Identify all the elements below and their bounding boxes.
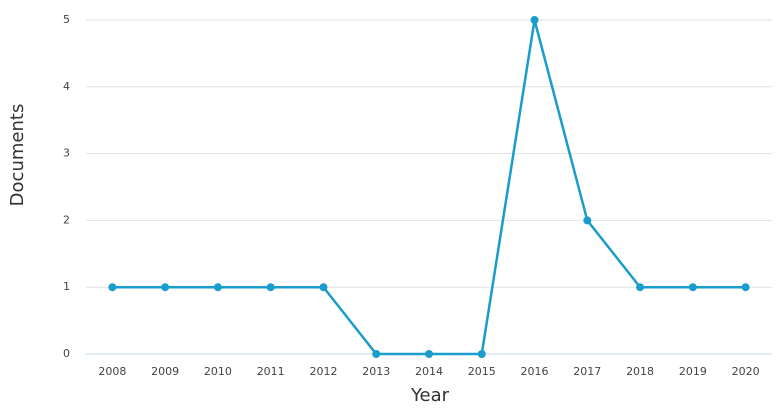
data-point — [108, 283, 117, 292]
y-tick-label: 5 — [63, 13, 70, 26]
data-point — [372, 350, 381, 358]
x-tick-label: 2011 — [257, 365, 285, 378]
x-tick-label: 2013 — [362, 365, 390, 378]
data-point — [213, 283, 222, 292]
data-point — [583, 216, 592, 225]
data-point — [161, 283, 170, 292]
x-tick-label: 2009 — [151, 365, 179, 378]
x-tick-label: 2012 — [309, 365, 337, 378]
y-tick-label: 1 — [63, 280, 70, 293]
x-tick-label: 2014 — [415, 365, 443, 378]
data-point — [319, 283, 328, 292]
x-tick-label: 2010 — [204, 365, 232, 378]
y-tick-label: 0 — [63, 347, 70, 360]
data-point — [530, 16, 539, 24]
data-point — [688, 283, 697, 292]
x-tick-label: 2018 — [626, 365, 654, 378]
y-tick-label: 4 — [63, 80, 70, 93]
data-point — [266, 283, 275, 292]
x-tick-label: 2017 — [573, 365, 601, 378]
x-tick-label: 2015 — [468, 365, 496, 378]
data-line — [112, 19, 746, 356]
data-point — [636, 283, 645, 292]
data-point — [741, 283, 750, 292]
data-point — [425, 350, 433, 358]
x-tick-label: 2019 — [679, 365, 707, 378]
x-tick-label: 2020 — [732, 365, 760, 378]
x-tick-label: 2008 — [98, 365, 126, 378]
y-tick-label: 2 — [63, 213, 70, 226]
x-tick-label: 2016 — [521, 365, 549, 378]
x-axis-label: Year — [410, 385, 450, 406]
y-axis-label: Documents — [7, 104, 28, 207]
y-tick-label: 3 — [63, 147, 70, 160]
data-point — [477, 350, 486, 358]
